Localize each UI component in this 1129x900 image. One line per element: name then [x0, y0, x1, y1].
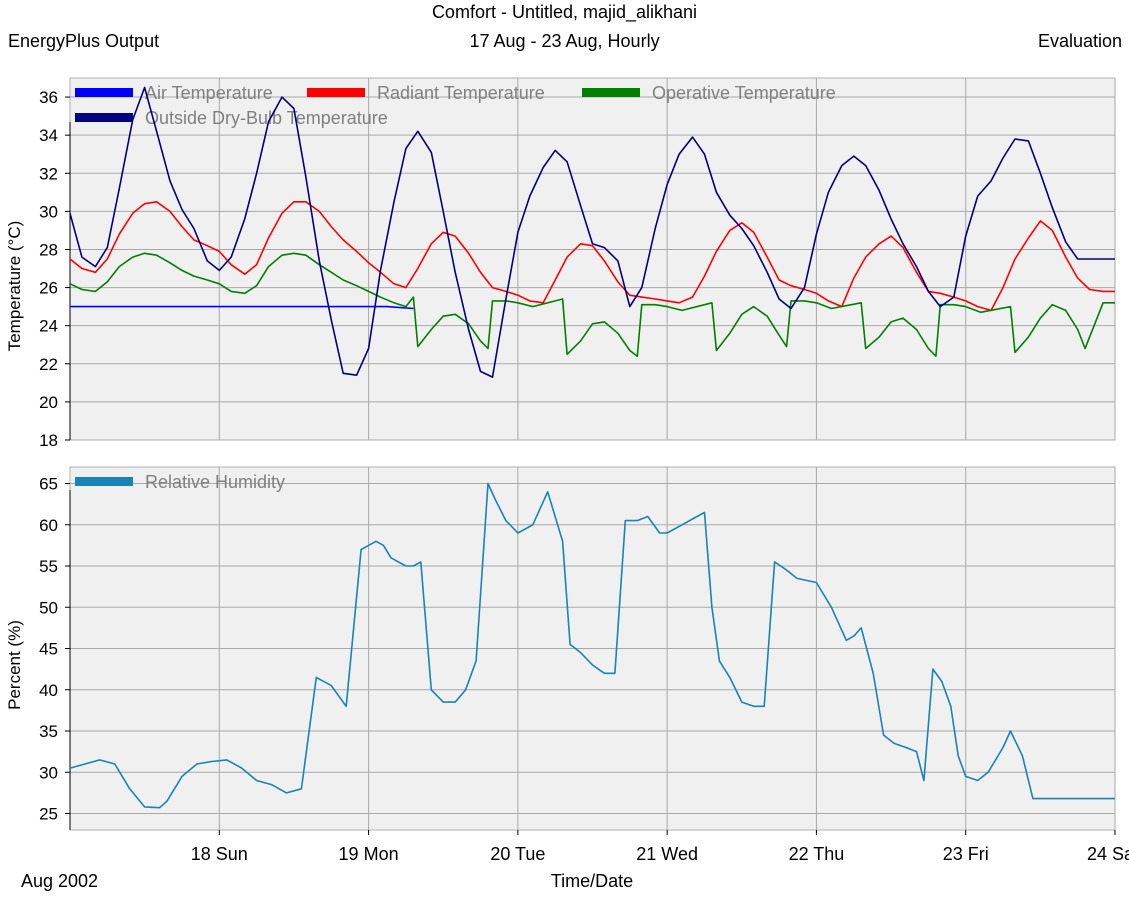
legend-label: Radiant Temperature	[377, 83, 545, 103]
series-line	[69, 482, 1115, 809]
y-axis-title: Temperature (°C)	[5, 221, 24, 352]
y-tick-label: 60	[39, 516, 58, 535]
series-line	[69, 86, 1115, 378]
evaluation-label: Evaluation	[1037, 31, 1122, 51]
y-tick-label: 34	[39, 126, 58, 145]
y-tick-label: 26	[39, 279, 58, 298]
legend-label: Relative Humidity	[145, 472, 285, 492]
y-tick-label: 20	[39, 393, 58, 412]
x-tick-label: 22 Thu	[789, 844, 845, 864]
y-tick-label: 55	[39, 557, 58, 576]
x-tick-label: 21 Wed	[636, 844, 698, 864]
legend-swatch	[75, 88, 133, 97]
x-tick-label: 23 Fri	[943, 844, 989, 864]
y-tick-label: 30	[39, 202, 58, 221]
month-year-label: Aug 2002	[21, 871, 99, 891]
legend-swatch	[75, 113, 133, 122]
series-line	[69, 252, 1115, 358]
legend-swatch	[75, 477, 133, 486]
y-tick-label: 30	[39, 763, 58, 782]
series-line	[69, 201, 1115, 312]
output-source-label: EnergyPlus Output	[8, 31, 160, 51]
y-tick-label: 22	[39, 355, 58, 374]
legend-label: Outside Dry-Bulb Temperature	[145, 108, 388, 128]
date-range-label: 17 Aug - 23 Aug, Hourly	[469, 31, 660, 51]
x-tick-label: 24 Sa	[1087, 844, 1129, 864]
y-tick-label: 45	[39, 640, 58, 659]
y-axis-title: Percent (%)	[5, 620, 24, 710]
y-tick-label: 35	[39, 722, 58, 741]
chart-title: Comfort - Untitled, majid_alikhani	[431, 2, 698, 22]
x-axis-title: Time/Date	[550, 871, 634, 891]
y-tick-label: 28	[39, 240, 58, 259]
y-tick-label: 32	[39, 164, 58, 183]
legend-swatch	[582, 88, 640, 97]
legend-label: Air Temperature	[145, 83, 273, 103]
y-tick-label: 65	[39, 475, 58, 494]
y-tick-label: 50	[39, 598, 58, 617]
x-tick-label: 18 Sun	[191, 844, 248, 864]
x-tick-label: 19 Mon	[339, 844, 399, 864]
y-tick-label: 36	[39, 88, 58, 107]
y-tick-label: 24	[39, 317, 58, 336]
x-tick-label: 20 Tue	[490, 844, 545, 864]
legend-swatch	[307, 88, 365, 97]
y-tick-label: 25	[39, 805, 58, 824]
y-tick-label: 40	[39, 681, 58, 700]
y-tick-label: 18	[39, 431, 58, 450]
plot-area-1	[69, 77, 1116, 441]
legend-label: Operative Temperature	[652, 83, 836, 103]
series-line	[70, 305, 414, 310]
